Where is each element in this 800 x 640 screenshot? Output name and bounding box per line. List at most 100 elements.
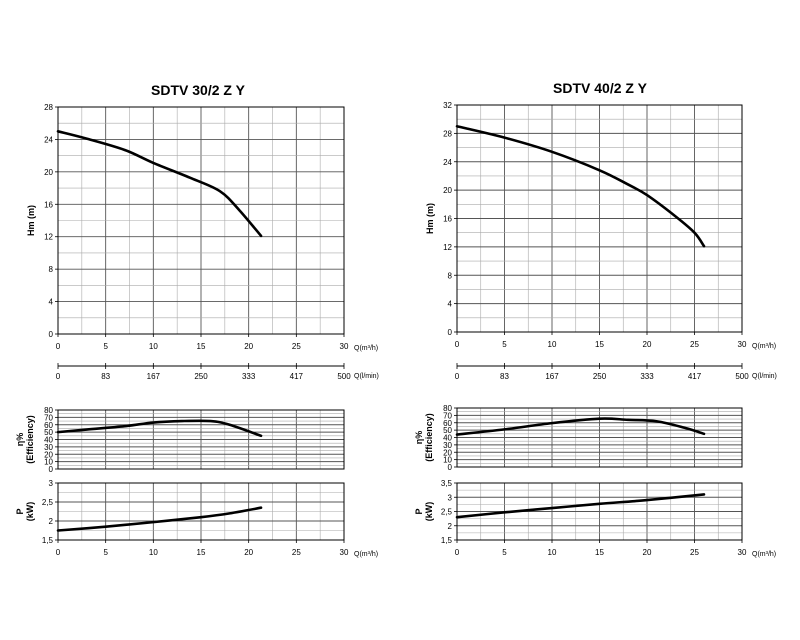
- x-tick-label: 10: [149, 548, 158, 557]
- y-axis-label: (kW): [424, 502, 434, 522]
- y-tick-label: 16: [443, 215, 452, 224]
- y-tick-label: 0: [448, 328, 453, 337]
- lpm-tick-label: 0: [56, 372, 61, 381]
- series-line-efficiency: [56, 419, 263, 438]
- series-line-head: [455, 124, 706, 248]
- y-tick-label: 30: [443, 441, 452, 450]
- y-axis-label: (Efficiency): [424, 413, 434, 462]
- y-tick-label: 20: [44, 168, 53, 177]
- x-unit-label: Q(m³/h): [752, 551, 776, 558]
- y-tick-label: 4: [448, 300, 453, 309]
- x-tick-label: 15: [595, 548, 604, 557]
- lpm-tick-label: 333: [242, 372, 256, 381]
- y-tick-label: 60: [443, 419, 452, 428]
- x-unit-label: Q(m³/h): [354, 345, 378, 352]
- plot-power-1: 1,522,530 5 10 15 20 25 30 Q(m³/h)P (kW): [15, 479, 378, 558]
- plot-head-2: 0 4 8 12 16 20 24 28 32 0 5 10 15 20 25 30 Q(m³/h) 0 83 167…: [425, 80, 777, 381]
- x-tick-label: 15: [197, 548, 206, 557]
- y-tick-label: 2: [448, 522, 453, 531]
- y-tick-label: 24: [44, 135, 53, 144]
- y-tick-label: 24: [443, 158, 452, 167]
- lpm-tick-label: 0: [455, 372, 460, 381]
- x-tick-label: 30: [340, 342, 349, 351]
- y-tick-label: 3,5: [441, 479, 453, 488]
- x-tick-label: 30: [340, 548, 349, 557]
- x-tick-label: 20: [244, 548, 253, 557]
- x-tick-label: 20: [244, 342, 253, 351]
- lpm-tick-label: 500: [337, 372, 351, 381]
- lpm-tick-label: 250: [593, 372, 607, 381]
- y-tick-label: 50: [44, 428, 53, 437]
- x-tick-label: 25: [292, 342, 301, 351]
- lpm-tick-label: 250: [194, 372, 208, 381]
- x-tick-label: 15: [595, 340, 604, 349]
- lpm-tick-label: 500: [735, 372, 749, 381]
- y-tick-label: 2: [49, 517, 54, 526]
- y-tick-label: 2,5: [42, 498, 54, 507]
- y-tick-label: 1,5: [42, 536, 54, 545]
- y-axis-label: η%: [15, 433, 25, 447]
- x-tick-label: 5: [502, 340, 507, 349]
- x-tick-label: 30: [738, 548, 747, 557]
- lpm-tick-label: 167: [147, 372, 161, 381]
- x-tick-label: 25: [690, 548, 699, 557]
- x-tick-label: 5: [103, 548, 108, 557]
- chart-title: SDTV 30/2 Z Y: [151, 82, 246, 98]
- x-tick-label: 25: [690, 340, 699, 349]
- y-tick-label: 30: [44, 443, 53, 452]
- lpm-unit-label: Q(l/min): [752, 373, 777, 380]
- y-tick-label: 70: [443, 411, 452, 420]
- y-tick-label: 1,5: [441, 536, 453, 545]
- y-axis-label: P: [15, 508, 25, 514]
- y-tick-label: 32: [443, 101, 452, 110]
- plot-power-2: 1,5 2 2,5 3 3,5 0 5 10 15 20 25 30 Q(m³/h) P (kW): [414, 479, 776, 558]
- y-axis-label: η%: [414, 431, 424, 445]
- x-tick-label: 20: [643, 340, 652, 349]
- y-tick-label: 12: [443, 243, 452, 252]
- lpm-tick-label: 83: [500, 372, 509, 381]
- y-tick-label: 12: [44, 233, 53, 242]
- y-axis-label: Hm (m): [425, 203, 435, 234]
- y-axis-label: P: [414, 508, 424, 514]
- y-tick-label: 8: [448, 271, 453, 280]
- x-tick-label: 10: [548, 340, 557, 349]
- x-tick-label: 5: [103, 342, 108, 351]
- x-tick-label: 25: [292, 548, 301, 557]
- x-tick-label: 0: [455, 548, 460, 557]
- y-tick-label: 28: [443, 129, 452, 138]
- y-tick-label: 20: [44, 450, 53, 459]
- x-tick-label: 20: [643, 548, 652, 557]
- y-tick-label: 0: [49, 465, 54, 474]
- x-unit-label: Q(m³/h): [354, 551, 378, 558]
- y-tick-label: 40: [44, 436, 53, 445]
- chart-title: SDTV 40/2 Z Y: [553, 80, 648, 96]
- lpm-unit-label: Q(l/min): [354, 373, 379, 380]
- lpm-tick-label: 83: [101, 372, 110, 381]
- x-tick-label: 0: [455, 340, 460, 349]
- y-tick-label: 60: [44, 421, 53, 430]
- y-tick-label: 80: [44, 406, 53, 415]
- x-tick-label: 10: [548, 548, 557, 557]
- x-tick-label: 0: [56, 548, 61, 557]
- y-tick-label: 16: [44, 200, 53, 209]
- y-tick-label: 50: [443, 426, 452, 435]
- series-line-efficiency: [455, 417, 706, 436]
- x-unit-label: Q(m³/h): [752, 343, 776, 350]
- y-tick-label: 70: [44, 413, 53, 422]
- y-tick-label: 80: [443, 404, 452, 413]
- y-tick-label: 4: [49, 298, 54, 307]
- x-tick-label: 30: [738, 340, 747, 349]
- lpm-tick-label: 333: [640, 372, 654, 381]
- y-tick-label: 0: [49, 330, 54, 339]
- plot-head-1: 0 4 8 12 16 20 24 28 0 5 10 15 20 25 30 Q(m³/h) 0 83 167 25…: [26, 82, 379, 381]
- y-axis-label: (Efficiency): [25, 415, 35, 464]
- lpm-tick-label: 167: [545, 372, 559, 381]
- y-axis-label: Hm (m): [26, 205, 36, 236]
- lpm-tick-label: 417: [688, 372, 702, 381]
- y-tick-label: 40: [443, 434, 452, 443]
- series-line-head: [56, 130, 263, 238]
- y-tick-label: 8: [49, 265, 54, 274]
